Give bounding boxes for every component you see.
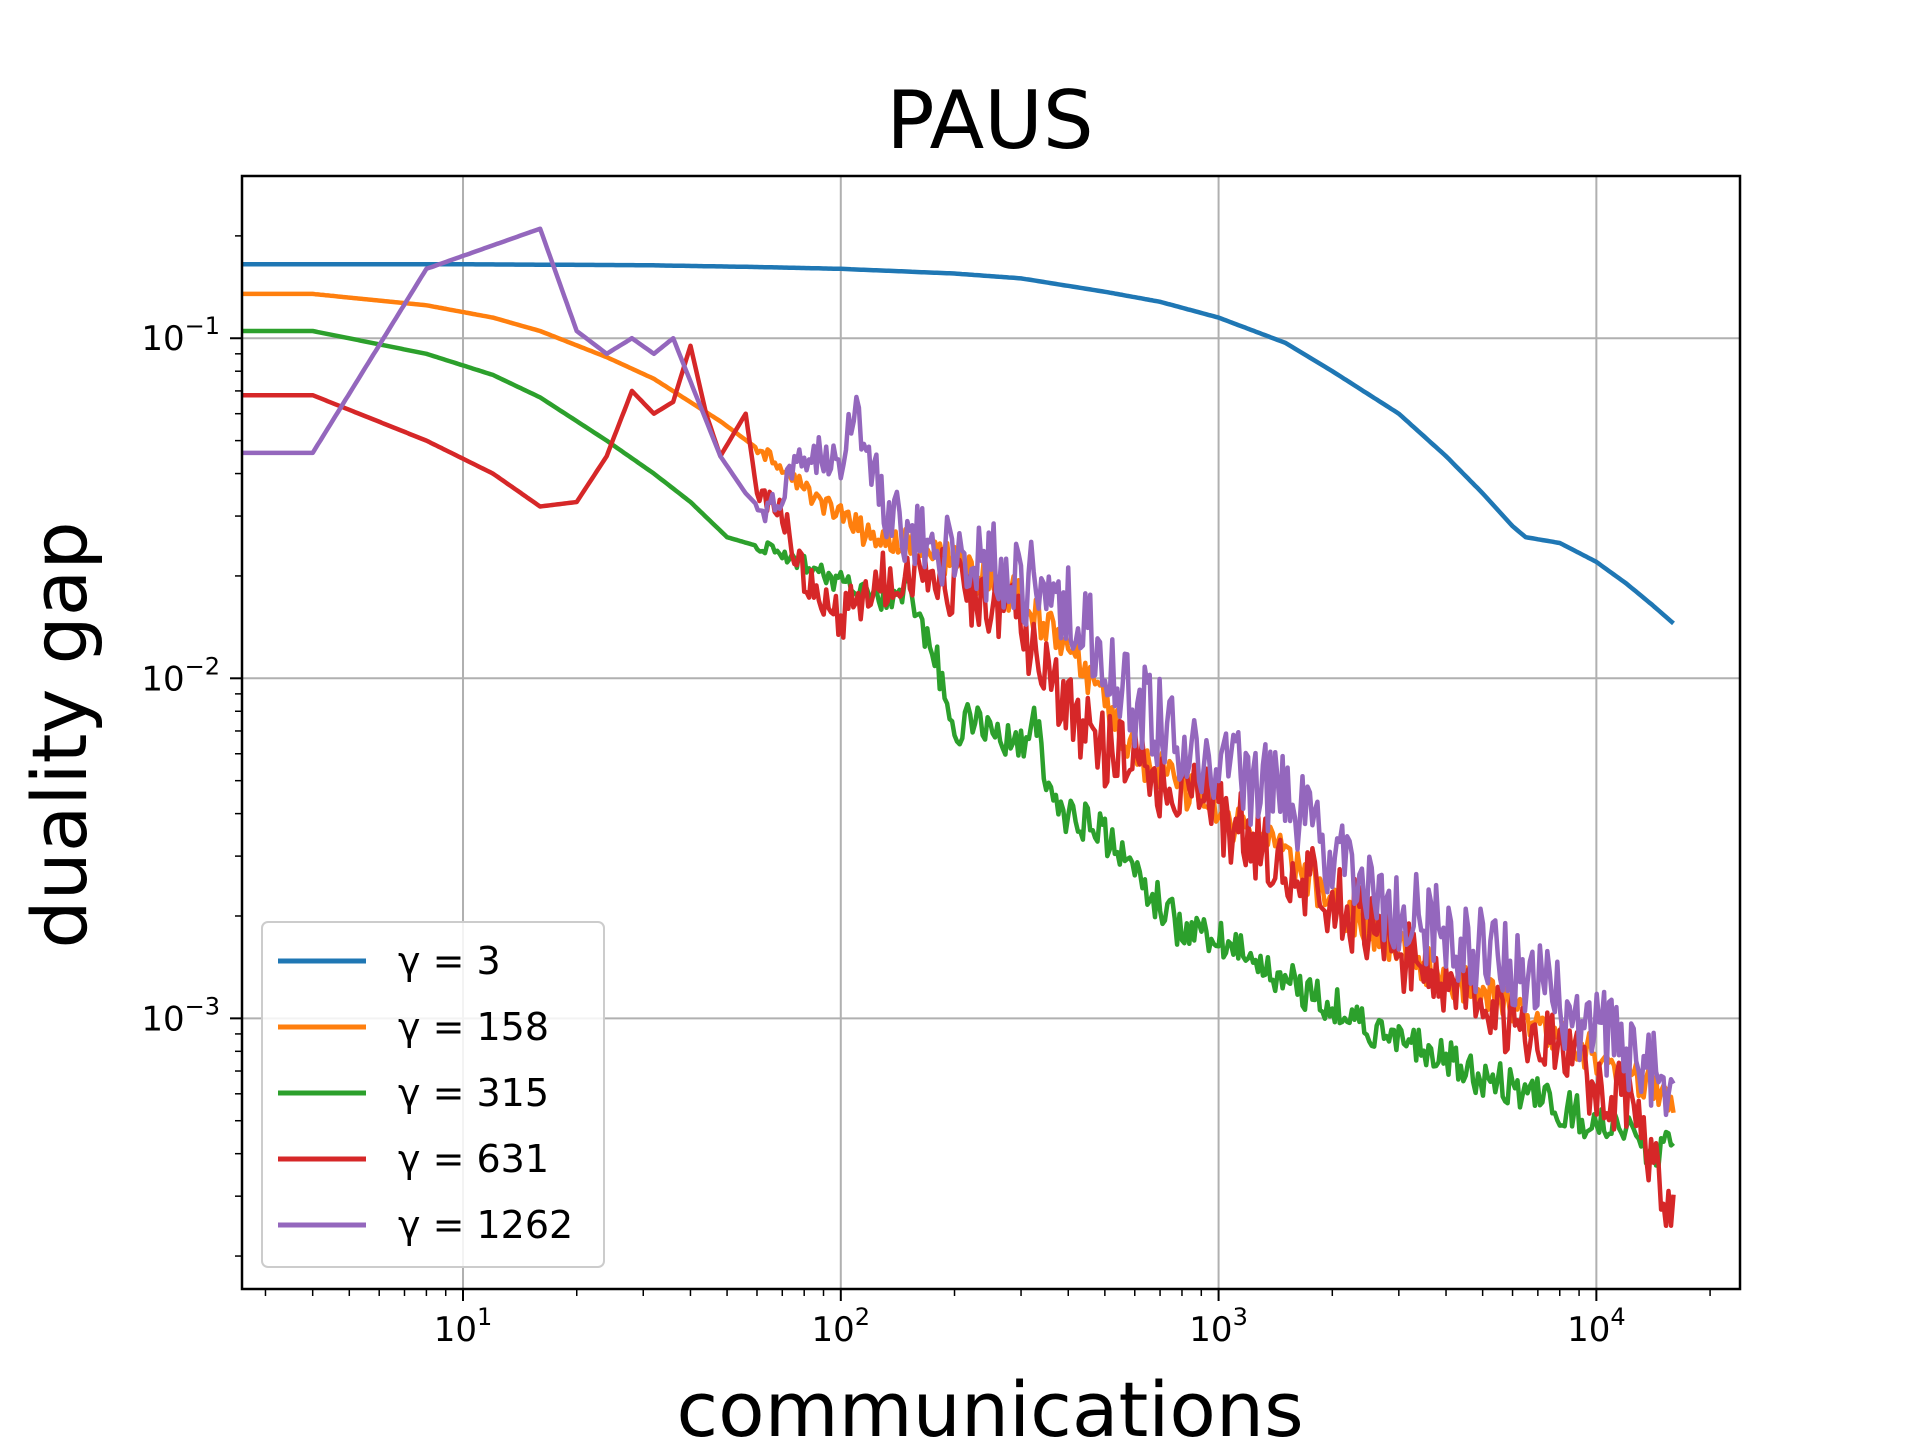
x-tick-label: 101	[434, 1303, 493, 1350]
x-tick-label: 104	[1567, 1303, 1626, 1350]
series-line-4	[242, 343, 1676, 1229]
x-tick-label: 103	[1189, 1303, 1248, 1350]
legend-label: γ = 1262	[398, 1203, 573, 1247]
legend-label: γ = 158	[398, 1005, 549, 1049]
legend-label: γ = 3	[398, 939, 501, 983]
chart-title: PAUS	[886, 74, 1093, 167]
legend-box	[261, 921, 605, 1268]
y-tick-label: 10−1	[141, 312, 220, 359]
series-line-3	[242, 328, 1675, 1168]
y-tick-label: 10−3	[141, 992, 220, 1039]
series-line-5	[242, 226, 1676, 1118]
x-axis-label: communications	[676, 1365, 1303, 1440]
x-tick-label: 102	[812, 1303, 871, 1350]
tick-labels: 101 102 103 104 10−1 10−2 10−3	[141, 312, 1625, 1350]
legend: γ = 3 γ = 158 γ = 315 γ = 631 γ = 1262	[261, 921, 605, 1268]
series-line-1	[242, 262, 1675, 626]
y-tick-label: 10−2	[141, 652, 220, 699]
series-lines	[242, 226, 1676, 1229]
ticks	[230, 235, 1711, 1301]
legend-label: γ = 631	[398, 1137, 549, 1181]
plot-frame	[240, 174, 1742, 1291]
legend-label: γ = 315	[398, 1071, 549, 1115]
y-axis-label: duality gap	[15, 521, 104, 948]
